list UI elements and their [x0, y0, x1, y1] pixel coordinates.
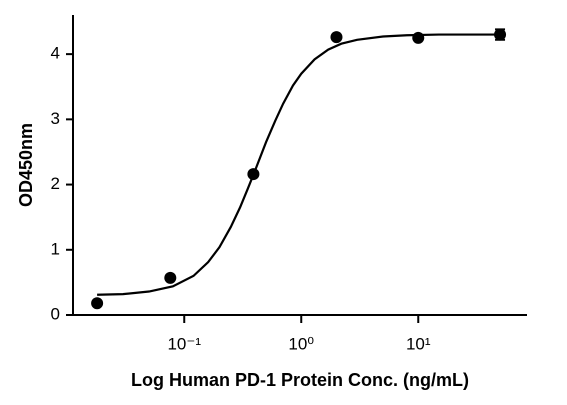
x-tick-label: 10¹ [406, 334, 431, 353]
data-point [330, 31, 343, 44]
data-point [494, 28, 507, 41]
y-tick-label: 2 [51, 174, 60, 193]
x-tick-label: 10⁰ [288, 334, 314, 353]
y-tick-label: 0 [51, 304, 60, 323]
y-tick-label: 4 [51, 44, 60, 63]
y-tick-label: 3 [51, 109, 60, 128]
y-axis-label: OD450nm [16, 123, 36, 207]
data-point [91, 297, 104, 310]
x-tick-label: 10⁻¹ [167, 334, 201, 353]
data-point [164, 271, 177, 284]
data-point [412, 31, 425, 44]
x-axis-label: Log Human PD-1 Protein Conc. (ng/mL) [131, 370, 469, 390]
data-point [247, 168, 260, 181]
fit-curve [97, 33, 501, 296]
y-tick-label: 1 [51, 239, 60, 258]
